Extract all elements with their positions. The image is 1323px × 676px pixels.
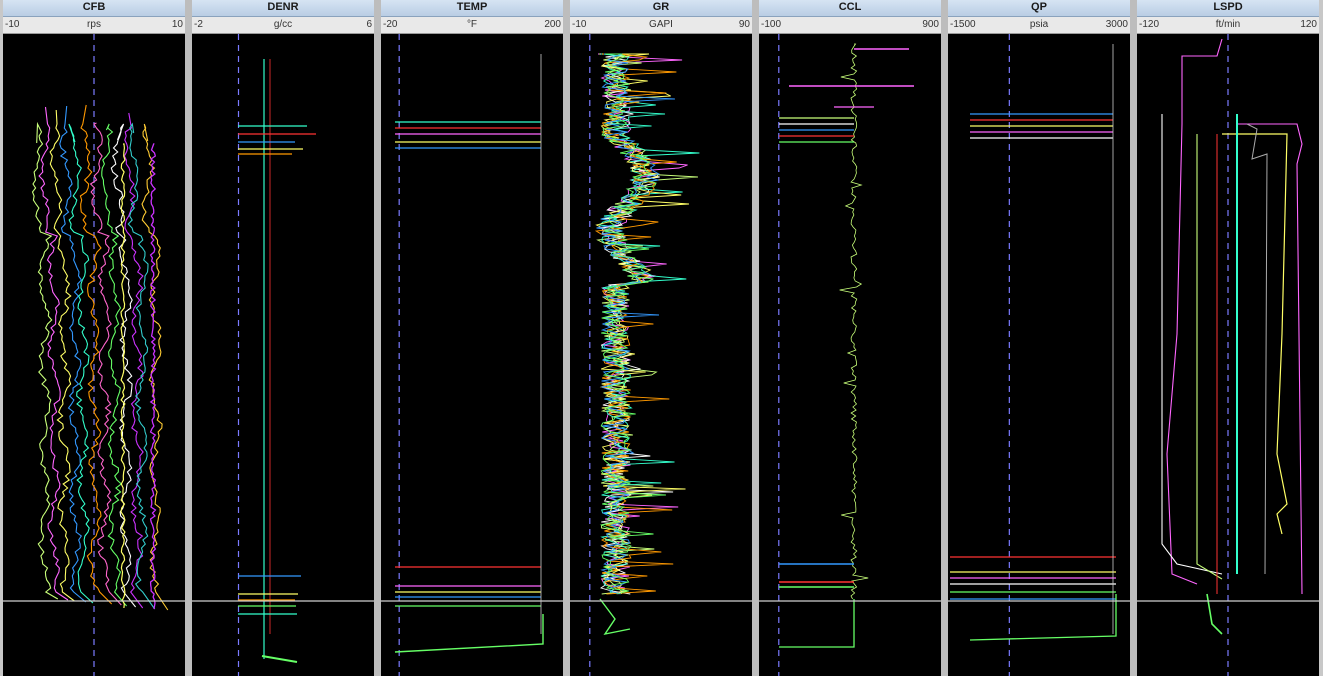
scale-unit-label: GAPI: [649, 19, 673, 30]
gr-series-5: [594, 53, 677, 595]
gr-series-6: [596, 53, 675, 595]
track-separator[interactable]: [374, 0, 381, 676]
lspd-white: [1161, 114, 1223, 575]
scale-unit-label: psia: [1029, 19, 1049, 30]
track-title: QP: [948, 0, 1130, 17]
track-header[interactable]: DENR -2 g/cc 6: [192, 0, 374, 34]
scale-min-label: -120: [1139, 19, 1160, 30]
track-scale: -2 g/cc 6: [192, 17, 374, 33]
track-separator[interactable]: [1130, 0, 1137, 676]
series-line-6: [89, 122, 122, 606]
scale-max-label: 3000: [1105, 19, 1128, 30]
track-gr[interactable]: GR -10 GAPI 90: [570, 0, 752, 676]
scale-max-label: 120: [1300, 19, 1317, 30]
track-header[interactable]: QP -1500 psia 3000: [948, 0, 1130, 34]
series-line-9: [123, 112, 144, 609]
series-line-11: [141, 123, 169, 611]
track-scale: -1500 psia 3000: [948, 17, 1130, 33]
qp-bottom: [969, 594, 1117, 641]
lspd-gray: [1246, 123, 1268, 575]
lspd-yellow: [1222, 133, 1288, 535]
track-header[interactable]: LSPD -120 ft/min 120: [1137, 0, 1319, 34]
track-separator[interactable]: [185, 0, 192, 676]
track-plot-temp[interactable]: [381, 34, 563, 676]
track-plot-denr[interactable]: [192, 34, 374, 676]
track-title: GR: [570, 0, 752, 17]
scale-unit-label: g/cc: [273, 19, 293, 30]
lspd-bottom: [1206, 593, 1223, 635]
track-separator[interactable]: [941, 0, 948, 676]
series-line-magenta: [149, 143, 157, 610]
track-scale: -10 rps 10: [3, 17, 185, 33]
series-line-10: [127, 122, 156, 610]
track-title: CCL: [759, 0, 941, 17]
lspd-green: [1196, 134, 1223, 580]
track-header[interactable]: TEMP -20 °F 200: [381, 0, 563, 34]
scale-unit-label: ft/min: [1215, 19, 1241, 30]
series-line-4: [68, 123, 94, 604]
scale-min-label: -100: [761, 19, 782, 30]
track-temp[interactable]: TEMP -20 °F 200: [381, 0, 563, 676]
series-line-7: [101, 123, 128, 607]
track-title: CFB: [3, 0, 185, 17]
track-lspd[interactable]: LSPD -120 ft/min 120: [1137, 0, 1319, 676]
track-ccl[interactable]: CCL -100 900: [759, 0, 941, 676]
track-plot-qp[interactable]: [948, 34, 1130, 676]
scale-min-label: -20: [383, 19, 398, 30]
scale-min-label: -1500: [950, 19, 976, 30]
scale-max-label: 90: [738, 19, 750, 30]
series-line-1: [38, 106, 69, 601]
scale-min-label: -2: [194, 19, 203, 30]
scale-min-label: -10: [572, 19, 587, 30]
track-scale: -100 900: [759, 17, 941, 33]
series-line-8: [110, 123, 137, 608]
track-header[interactable]: GR -10 GAPI 90: [570, 0, 752, 34]
track-plot-ccl[interactable]: [759, 34, 941, 676]
scale-unit-label: rps: [87, 19, 101, 30]
track-header[interactable]: CCL -100 900: [759, 0, 941, 34]
series-line-2: [49, 109, 75, 602]
scale-unit-label: °F: [466, 19, 478, 30]
track-title: LSPD: [1137, 0, 1319, 17]
track-denr[interactable]: DENR -2 g/cc 6: [192, 0, 374, 676]
series-line-3: [59, 105, 87, 603]
ccl-trace: [839, 43, 869, 600]
series-line-0: [31, 121, 59, 600]
scale-max-label: 10: [171, 19, 183, 30]
temp-line-bottom: [394, 614, 544, 653]
track-scale: -10 GAPI 90: [570, 17, 752, 33]
track-scale: -120 ft/min 120: [1137, 17, 1319, 33]
scale-max-label: 900: [922, 19, 939, 30]
track-cfb[interactable]: CFB -10 rps 10: [3, 0, 185, 676]
lspd-magenta-right: [1237, 123, 1303, 595]
track-qp[interactable]: QP -1500 psia 3000: [948, 0, 1130, 676]
scale-max-label: 6: [366, 19, 372, 30]
track-title: DENR: [192, 0, 374, 17]
track-plot-cfb[interactable]: [3, 34, 185, 676]
gr-bottom: [599, 598, 631, 636]
track-header[interactable]: CFB -10 rps 10: [3, 0, 185, 34]
ccl-bottom: [779, 599, 855, 648]
series-line-5: [79, 104, 113, 605]
track-title: TEMP: [381, 0, 563, 17]
series-line-yellow: [120, 143, 126, 609]
lspd-magenta-left: [1166, 38, 1223, 585]
scale-min-label: -10: [5, 19, 20, 30]
scale-max-label: 200: [544, 19, 561, 30]
track-scale: -20 °F 200: [381, 17, 563, 33]
track-separator[interactable]: [752, 0, 759, 676]
track-separator[interactable]: [563, 0, 570, 676]
series-line-bottom: [261, 655, 298, 663]
gr-series-7: [599, 53, 666, 595]
track-plot-gr[interactable]: [570, 34, 752, 676]
track-plot-lspd[interactable]: [1137, 34, 1319, 676]
gr-series-0: [598, 53, 688, 595]
